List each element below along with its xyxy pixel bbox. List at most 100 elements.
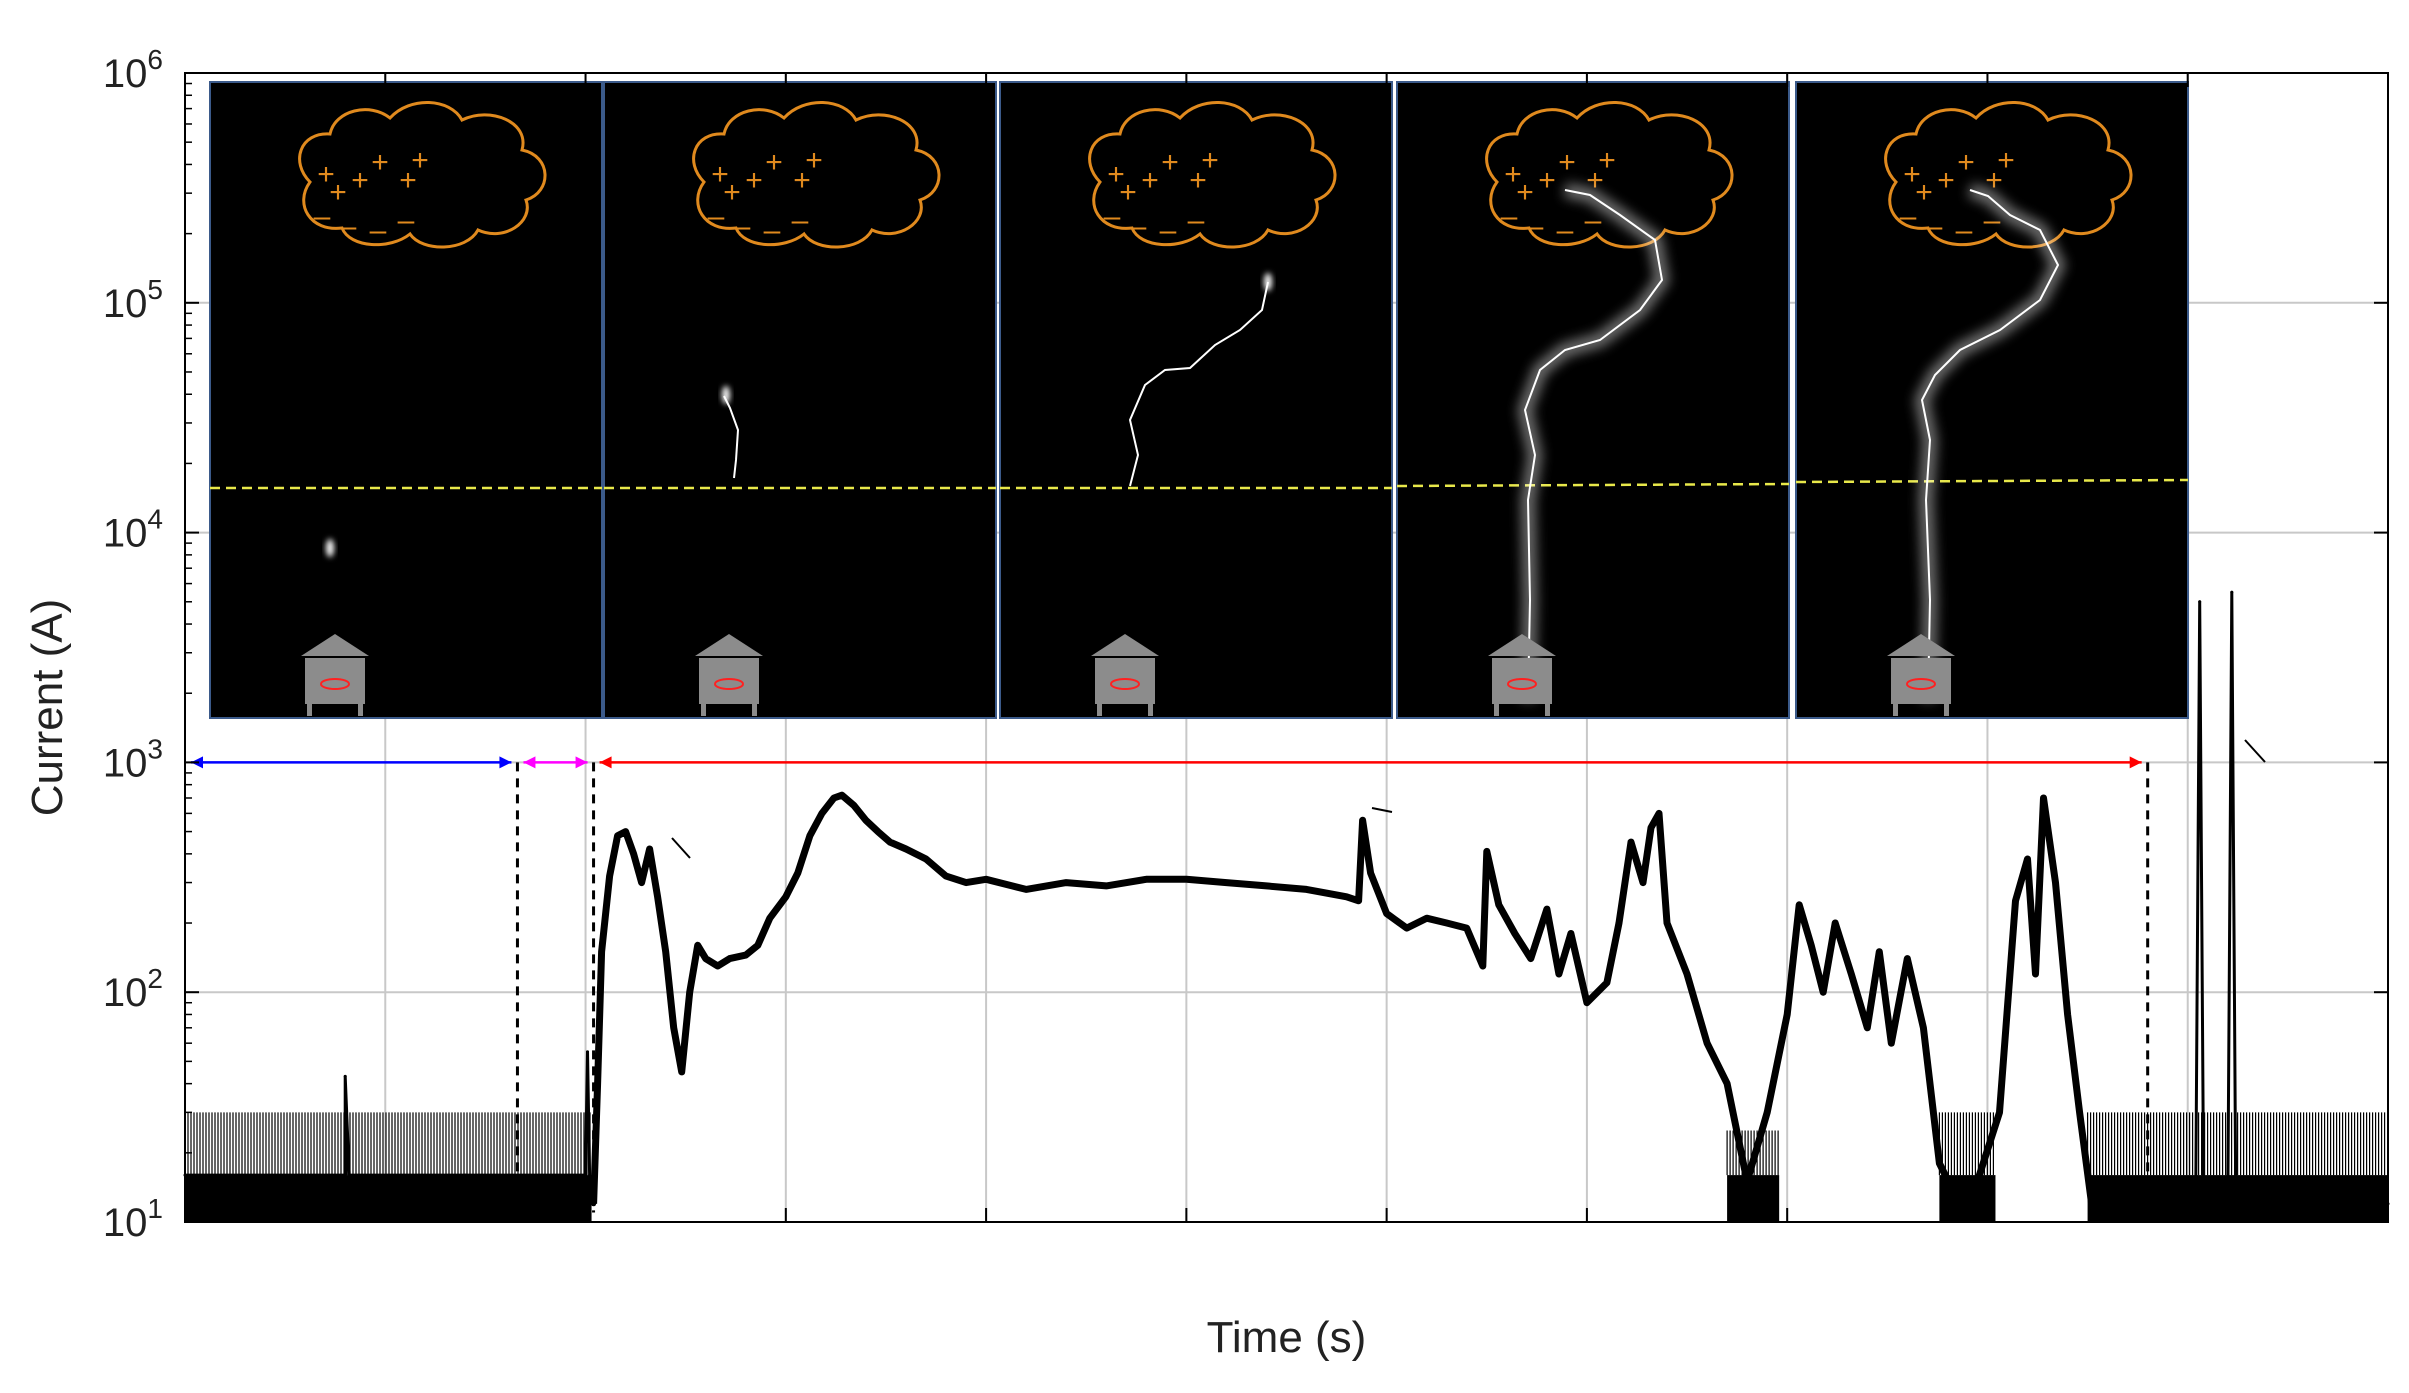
data-point [663, 949, 669, 955]
noise-band-hatch [184, 1112, 591, 1176]
data-point [755, 942, 761, 948]
data-point [1808, 942, 1814, 948]
charge-minus: – [1926, 210, 1943, 243]
data-point [1344, 894, 1350, 900]
noise-band-fill [2087, 1175, 2388, 1222]
inset-background [1396, 81, 1790, 719]
charge-minus: – [1956, 214, 1973, 247]
charge-plus: + [1558, 146, 1576, 179]
tower-body [1492, 658, 1552, 704]
plot-frame [184, 72, 2389, 1223]
data-point [1528, 956, 1534, 962]
data-point [1976, 1172, 1982, 1178]
charge-plus: + [329, 176, 347, 209]
tower-roof [1488, 634, 1556, 656]
phase-arrowhead-right [575, 756, 588, 769]
charge-plus: + [1504, 158, 1522, 191]
data-point [655, 894, 661, 900]
data-point [2129, 1201, 2135, 1207]
data-point [671, 1025, 677, 1031]
data-point [923, 856, 929, 862]
data-point [463, 1173, 467, 1177]
charge-plus: + [745, 164, 763, 197]
phase-arrowhead-right [2129, 756, 2142, 769]
tower-ring [320, 678, 350, 690]
tower-leg [701, 704, 706, 716]
x-axis-label: Time (s) [1207, 1313, 1367, 1362]
data-point [2053, 880, 2058, 886]
data-point [1063, 880, 1069, 886]
tower-ring [1507, 678, 1537, 690]
data-point [2041, 795, 2046, 801]
data-point [343, 1074, 347, 1078]
leader-tip-glow [326, 539, 334, 557]
charge-plus: + [1119, 176, 1137, 209]
y-tick-base: 10 [103, 52, 148, 96]
data-point [2013, 898, 2018, 904]
y-tick-exponent: 5 [147, 274, 163, 305]
data-point [1480, 963, 1486, 969]
y-tick-label: 105 [103, 274, 163, 326]
charge-minus: – [792, 204, 809, 237]
tower-body [699, 658, 759, 704]
y-tick-exponent: 4 [147, 504, 163, 535]
charge-plus: + [765, 146, 783, 179]
inset-panel-c: + +++ ++– – – – [999, 81, 1393, 719]
data-point [2077, 1109, 2083, 1115]
tower-leg [1494, 704, 1499, 716]
charge-plus: + [1598, 144, 1616, 177]
data-point [783, 894, 789, 900]
y-tick-label: 102 [103, 963, 163, 1015]
data-point [1512, 931, 1518, 936]
y-tick-base: 10 [103, 1201, 148, 1245]
charge-minus: – [1130, 210, 1147, 243]
charge-minus: – [314, 200, 331, 233]
charge-plus: + [1915, 176, 1933, 209]
charge-minus: – [1160, 214, 1177, 247]
data-point [1496, 902, 1502, 908]
threshold-line [1396, 482, 1790, 488]
data-point [1997, 1109, 2002, 1115]
tower-roof [695, 634, 763, 656]
data-point [743, 952, 749, 958]
data-point [2226, 1202, 2230, 1206]
tower-ring [714, 678, 744, 690]
data-point [2210, 1202, 2214, 1206]
data-point [1664, 920, 1670, 926]
cloud-icon: + +++ ++– – – – [298, 101, 547, 249]
data-point [595, 1081, 601, 1087]
data-point [795, 870, 801, 876]
y-tick-base: 10 [103, 971, 148, 1015]
tower-icon [301, 634, 369, 716]
tower-leg [1944, 704, 1949, 716]
data-point [1360, 817, 1366, 823]
tower-ring [1906, 678, 1936, 690]
charge-plus: + [399, 164, 417, 197]
data-point [1796, 902, 1802, 908]
data-point [1544, 906, 1550, 912]
charge-minus: – [1104, 200, 1121, 233]
cloud-icon: + +++ ++– – – – [1884, 101, 2133, 249]
charge-plus: + [1957, 146, 1975, 179]
data-point [687, 989, 693, 995]
tower-roof [1091, 634, 1159, 656]
charge-plus: + [1161, 146, 1179, 179]
y-tick-label: 106 [103, 44, 163, 96]
tower-roof [1887, 634, 1955, 656]
data-point [887, 839, 893, 845]
data-point [2105, 1210, 2111, 1215]
tower-icon [695, 634, 763, 716]
data-point [1183, 876, 1189, 882]
cloud-icon: + +++ ++– – – – [1088, 101, 1337, 249]
data-point [586, 1050, 589, 1054]
data-point [599, 949, 605, 955]
inset-panel-a: + +++ ++– – – – [209, 81, 603, 719]
data-point [347, 1173, 351, 1177]
y-tick-label: 101 [103, 1193, 163, 1245]
tower-icon [1887, 634, 1955, 716]
charge-plus: + [1903, 158, 1921, 191]
y-tick-label: 103 [103, 733, 163, 785]
tower-leg [752, 704, 757, 716]
data-point [1023, 886, 1029, 892]
